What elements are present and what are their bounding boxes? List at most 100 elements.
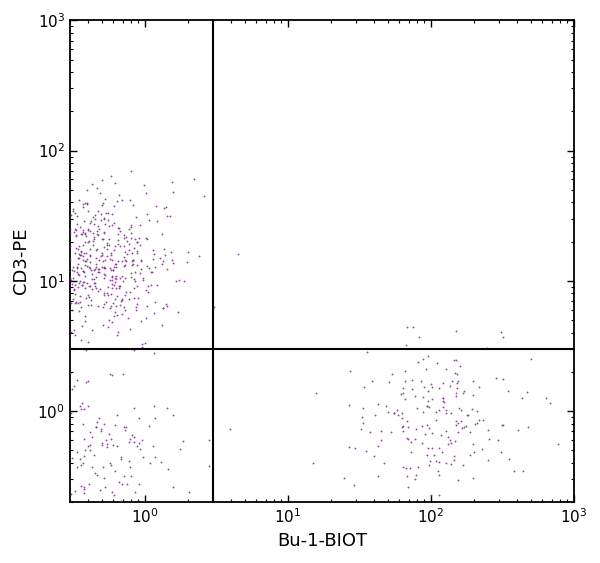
Point <box>91 422 101 431</box>
Point <box>175 276 184 285</box>
Point <box>454 404 464 413</box>
Point <box>0 434 2 443</box>
Point <box>124 314 133 323</box>
Point <box>358 403 367 412</box>
Point <box>417 439 427 448</box>
Point <box>74 253 83 262</box>
Point <box>423 396 433 405</box>
Point <box>58 474 67 483</box>
Point <box>152 216 161 225</box>
Point <box>142 261 152 270</box>
Point <box>132 238 142 247</box>
Point <box>50 255 60 264</box>
Point <box>97 251 107 260</box>
Point <box>100 514 109 523</box>
Point <box>115 274 125 283</box>
Point <box>39 414 49 423</box>
Point <box>458 388 468 397</box>
Point <box>233 249 243 258</box>
Point <box>83 225 92 234</box>
Point <box>142 188 151 197</box>
Point <box>422 421 432 430</box>
Point <box>117 272 127 281</box>
Point <box>78 266 88 275</box>
Point <box>598 406 600 415</box>
Point <box>18 284 28 293</box>
Point <box>132 237 142 246</box>
Point <box>145 215 154 224</box>
Point <box>369 452 379 461</box>
Point <box>119 242 129 251</box>
Point <box>71 231 81 240</box>
Point <box>397 423 407 432</box>
Point <box>361 446 370 455</box>
Point <box>64 280 74 289</box>
Point <box>101 209 111 218</box>
Point <box>80 284 90 293</box>
Point <box>58 540 68 549</box>
Point <box>73 245 83 254</box>
Point <box>23 271 32 280</box>
Point <box>119 472 129 481</box>
Point <box>155 253 164 262</box>
Point <box>58 296 67 305</box>
Point <box>400 377 410 386</box>
Point <box>69 500 79 509</box>
Point <box>398 383 407 392</box>
Point <box>126 166 136 175</box>
Point <box>62 234 71 243</box>
Point <box>459 386 469 395</box>
Point <box>126 472 136 481</box>
Point <box>151 263 160 272</box>
Point <box>455 361 465 370</box>
Point <box>158 256 168 265</box>
Point <box>451 392 461 401</box>
Point <box>24 233 34 242</box>
Point <box>97 441 107 450</box>
Point <box>28 257 37 266</box>
Point <box>159 244 169 253</box>
Point <box>4 234 14 243</box>
Point <box>362 347 372 356</box>
Point <box>403 471 412 480</box>
Point <box>97 248 107 257</box>
Point <box>132 300 142 309</box>
Point <box>113 524 123 533</box>
Point <box>10 240 19 249</box>
Point <box>128 260 137 269</box>
Point <box>20 302 30 311</box>
Point <box>152 201 161 210</box>
Point <box>95 413 104 422</box>
Point <box>68 295 77 304</box>
Point <box>85 427 94 436</box>
Point <box>89 232 99 241</box>
Point <box>119 277 128 286</box>
Point <box>53 274 62 283</box>
Point <box>80 229 90 238</box>
Point <box>344 442 354 451</box>
Point <box>146 280 155 289</box>
Point <box>94 256 104 265</box>
Point <box>98 235 107 244</box>
Point <box>118 369 128 378</box>
Point <box>92 253 101 262</box>
Point <box>51 251 61 260</box>
Point <box>406 447 416 456</box>
Point <box>85 218 95 227</box>
Point <box>439 397 448 406</box>
Point <box>108 266 118 275</box>
Point <box>10 237 19 246</box>
Point <box>82 279 91 288</box>
Point <box>89 234 99 243</box>
Point <box>43 489 52 498</box>
Point <box>74 271 83 280</box>
Point <box>76 248 86 257</box>
Point <box>88 213 97 222</box>
Point <box>144 263 154 272</box>
Point <box>34 278 44 287</box>
Point <box>17 434 27 443</box>
Point <box>119 302 129 311</box>
Point <box>89 220 98 229</box>
Point <box>80 230 89 239</box>
Point <box>75 222 85 231</box>
